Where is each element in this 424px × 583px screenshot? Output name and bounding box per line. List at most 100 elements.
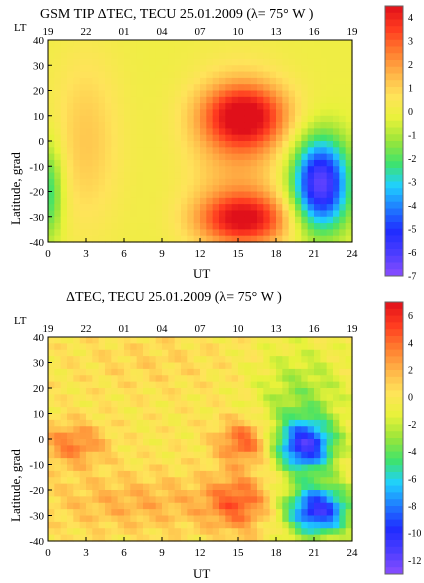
heatmap-cell xyxy=(162,77,169,85)
heatmap-cell xyxy=(143,477,150,485)
lt-tick-label: 04 xyxy=(157,26,169,38)
heatmap-cell xyxy=(181,216,188,224)
heatmap-cell xyxy=(98,90,106,98)
heatmap-cell xyxy=(105,451,112,459)
heatmap-cell xyxy=(326,375,334,383)
heatmap-cell xyxy=(333,172,340,180)
heatmap-cell xyxy=(79,185,87,193)
heatmap-cell xyxy=(231,197,239,205)
heatmap-cell xyxy=(238,197,245,205)
heatmap-cell xyxy=(333,65,340,73)
heatmap-cell xyxy=(111,58,119,66)
heatmap-cell xyxy=(79,178,87,186)
heatmap-cell xyxy=(105,172,112,180)
heatmap-cell xyxy=(320,515,328,523)
heatmap-cell xyxy=(326,413,334,421)
heatmap-cell xyxy=(269,210,277,218)
heatmap-cell xyxy=(162,166,169,174)
heatmap-cell xyxy=(206,109,214,117)
heatmap-cell xyxy=(155,388,163,395)
chart-1-plot-area xyxy=(48,40,353,243)
heatmap-cell xyxy=(86,58,93,66)
heatmap-cell xyxy=(193,185,201,193)
heatmap-cell xyxy=(250,349,258,357)
heatmap-cell xyxy=(162,84,169,92)
heatmap-cell xyxy=(244,362,252,370)
heatmap-cell xyxy=(339,71,347,79)
heatmap-cell xyxy=(244,52,252,60)
colorbar-swatch xyxy=(385,438,403,446)
heatmap-cell xyxy=(225,204,233,212)
heatmap-cell xyxy=(143,197,150,205)
heatmap-cell xyxy=(73,128,81,136)
heatmap-cell xyxy=(263,197,271,205)
heatmap-cell xyxy=(117,141,125,148)
heatmap-cell xyxy=(149,400,157,408)
heatmap-cell xyxy=(86,84,93,92)
heatmap-cell xyxy=(250,197,258,205)
heatmap-cell xyxy=(130,521,138,529)
heatmap-cell xyxy=(187,122,195,129)
heatmap-cell xyxy=(193,413,201,421)
x-tick-label: 24 xyxy=(347,248,359,260)
heatmap-cell xyxy=(200,84,207,92)
heatmap-cell xyxy=(48,115,55,123)
heatmap-cell xyxy=(130,65,138,73)
heatmap-cell xyxy=(136,490,144,497)
heatmap-cell xyxy=(301,71,309,79)
heatmap-cell xyxy=(92,103,100,111)
heatmap-cell xyxy=(187,343,195,351)
heatmap-cell xyxy=(288,115,296,123)
heatmap-cell xyxy=(269,534,277,542)
lt-tick-label: 13 xyxy=(271,26,283,38)
colorbar-swatch xyxy=(385,60,403,68)
heatmap-cell xyxy=(98,381,106,389)
heatmap-cell xyxy=(54,90,62,98)
heatmap-cell xyxy=(295,470,302,478)
heatmap-cell xyxy=(54,159,62,167)
lt-tick-label: 22 xyxy=(81,26,92,38)
heatmap-cell xyxy=(162,185,169,193)
heatmap-cell xyxy=(212,84,220,92)
heatmap-cell xyxy=(295,528,302,536)
heatmap-cell xyxy=(187,490,195,497)
heatmap-cell xyxy=(124,147,131,155)
heatmap-cell xyxy=(269,216,277,224)
heatmap-cell xyxy=(238,84,245,92)
chart-1-x-label: UT xyxy=(193,266,210,281)
heatmap-cell xyxy=(288,394,296,402)
heatmap-cell xyxy=(219,185,226,193)
heatmap-cell xyxy=(345,528,353,536)
heatmap-cell xyxy=(269,432,277,440)
heatmap-cell xyxy=(136,103,144,111)
heatmap-cell xyxy=(130,223,138,230)
heatmap-cell xyxy=(67,128,74,136)
heatmap-cell xyxy=(48,216,55,224)
heatmap-cell xyxy=(295,483,302,491)
colorbar-label: -1 xyxy=(408,131,416,142)
heatmap-cell xyxy=(168,521,176,529)
heatmap-cell xyxy=(225,90,233,98)
heatmap-cell xyxy=(212,77,220,85)
heatmap-cell xyxy=(320,115,328,123)
heatmap-cell xyxy=(149,477,157,485)
heatmap-cell xyxy=(206,172,214,180)
heatmap-cell xyxy=(54,40,62,47)
heatmap-cell xyxy=(326,394,334,402)
heatmap-cell xyxy=(219,483,226,491)
heatmap-cell xyxy=(79,204,87,212)
colorbar-swatch xyxy=(385,87,403,95)
heatmap-cell xyxy=(162,426,169,434)
heatmap-cell xyxy=(301,141,309,148)
heatmap-cell xyxy=(238,178,245,186)
heatmap-cell xyxy=(54,470,62,478)
heatmap-cell xyxy=(124,103,131,111)
heatmap-cell xyxy=(244,103,252,111)
heatmap-cell xyxy=(288,229,296,237)
heatmap-cell xyxy=(301,210,309,218)
y-tick-label: 40 xyxy=(33,35,45,47)
heatmap-cell xyxy=(181,103,188,111)
heatmap-cell xyxy=(250,356,258,364)
heatmap-cell xyxy=(333,502,340,510)
heatmap-cell xyxy=(187,197,195,205)
